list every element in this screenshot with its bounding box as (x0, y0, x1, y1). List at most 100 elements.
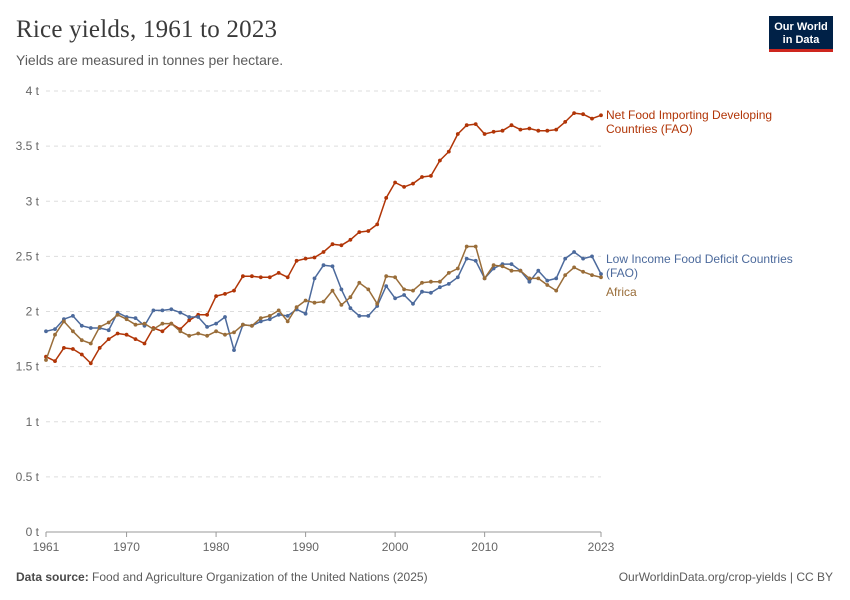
data-point (205, 325, 210, 329)
data-point (267, 317, 272, 322)
series-label: Africa (606, 285, 637, 299)
data-point (79, 352, 84, 357)
data-point (250, 323, 254, 328)
data-point (321, 299, 326, 304)
label-layer: Net Food Importing Developing Countries (… (606, 108, 793, 299)
data-point (258, 275, 263, 280)
data-point (187, 318, 192, 323)
data-point (294, 305, 299, 309)
x-tick-label: 1980 (203, 540, 230, 554)
data-point (590, 116, 594, 121)
data-point (464, 244, 469, 249)
data-point (178, 329, 183, 334)
source-url-link[interactable]: OurWorldinData.org/crop-yields | CC BY (618, 570, 833, 584)
data-point (446, 282, 451, 286)
data-point (581, 112, 585, 117)
data-point (348, 237, 353, 242)
data-point (321, 263, 326, 268)
data-point (142, 321, 147, 326)
data-point (115, 312, 120, 317)
data-point (88, 341, 93, 346)
data-point (205, 333, 210, 338)
data-point (491, 129, 496, 134)
data-point (518, 268, 523, 273)
data-point (214, 294, 219, 298)
data-point (151, 327, 156, 331)
data-point (312, 300, 317, 305)
data-point (545, 283, 550, 287)
data-point (294, 258, 299, 263)
data-source-text: Food and Agriculture Organization of the… (92, 570, 428, 584)
data-point (411, 181, 415, 186)
data-point (276, 308, 281, 313)
data-point (339, 287, 344, 292)
data-point (330, 288, 335, 293)
data-point (106, 328, 111, 333)
data-point (446, 271, 451, 275)
owid-logo[interactable]: Our World in Data (769, 16, 833, 52)
data-point (563, 120, 568, 124)
data-point (97, 346, 102, 350)
data-point (545, 128, 550, 133)
data-point (276, 312, 281, 317)
data-point (124, 317, 129, 322)
data-point (599, 272, 603, 276)
data-point (590, 254, 594, 259)
data-point (482, 132, 487, 136)
data-point (232, 330, 236, 335)
data-point (429, 290, 433, 295)
data-point (62, 319, 66, 324)
data-point (402, 287, 406, 292)
data-point (473, 122, 478, 126)
data-point (223, 332, 227, 337)
chart-title: Rice yields, 1961 to 2023 (16, 16, 278, 43)
data-point (133, 316, 138, 320)
data-point (267, 314, 272, 318)
y-tick-label: 2 t (26, 305, 40, 319)
data-point (178, 310, 183, 315)
data-point (223, 292, 227, 296)
y-tick-label: 0.5 t (16, 470, 40, 484)
data-point (438, 158, 442, 163)
data-point (71, 347, 75, 351)
data-point (455, 275, 460, 280)
data-point (187, 333, 192, 338)
data-point (563, 256, 568, 261)
y-tick-label: 1.5 t (16, 360, 40, 374)
data-point (545, 278, 550, 283)
y-tick-label: 2.5 t (16, 249, 40, 263)
data-point (214, 329, 219, 334)
x-tick-label: 2023 (588, 540, 615, 554)
data-point (599, 275, 603, 280)
data-point (196, 331, 201, 336)
data-point (321, 250, 326, 254)
data-point (464, 256, 469, 261)
data-point (258, 319, 263, 324)
data-point (285, 314, 290, 318)
data-point (44, 329, 48, 334)
data-point (411, 301, 415, 306)
data-point (590, 273, 594, 277)
data-point (420, 175, 424, 179)
data-point (115, 331, 120, 336)
series-label: Net Food Importing Developing Countries (… (606, 108, 772, 136)
data-source-label: Data source: (16, 570, 89, 584)
data-point (491, 263, 496, 268)
data-point (124, 332, 129, 337)
data-point (429, 174, 433, 178)
data-point (133, 337, 138, 341)
y-tick-label: 3.5 t (16, 139, 40, 153)
data-point (88, 361, 93, 366)
data-point (384, 196, 389, 200)
data-point (509, 123, 514, 128)
data-point (536, 128, 541, 133)
data-point (71, 329, 75, 334)
data-point (330, 264, 335, 269)
data-point (527, 276, 532, 281)
data-point (438, 279, 442, 284)
data-point (554, 276, 559, 281)
data-point (429, 279, 433, 284)
x-tick-label: 2010 (471, 540, 498, 554)
data-point (160, 321, 165, 326)
data-point (205, 312, 210, 317)
